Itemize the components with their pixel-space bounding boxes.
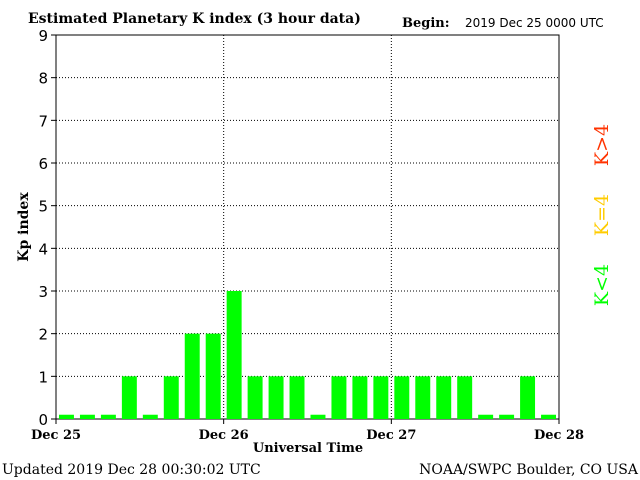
- kp-bar: [394, 376, 410, 419]
- x-tick-label: Dec 28: [534, 428, 584, 443]
- grid-lines: [56, 35, 559, 419]
- x-ticks: Dec 25 Dec 26 Dec 27 Dec 28: [31, 419, 584, 443]
- y-axis-label: Kp index: [16, 192, 32, 262]
- x-tick-label: Dec 26: [199, 428, 249, 443]
- y-tick-label: 2: [38, 326, 48, 344]
- y-ticks: 0 1 2 3 4 5 6 7 8 9: [38, 27, 56, 429]
- legend-label: K>4: [591, 124, 613, 166]
- kp-bar: [478, 414, 494, 419]
- bars: [59, 291, 556, 419]
- kp-bar: [310, 414, 326, 419]
- kp-bar: [184, 333, 200, 419]
- kp-bar: [520, 376, 536, 419]
- y-tick-label: 4: [38, 240, 48, 258]
- legend: K<4 K=4 K>4: [591, 124, 613, 306]
- y-tick-label: 1: [38, 368, 48, 386]
- kp-bar: [163, 376, 179, 419]
- kp-bar: [226, 291, 242, 419]
- y-tick-label: 8: [38, 70, 48, 88]
- kp-bar: [436, 376, 452, 419]
- kp-bar: [79, 414, 95, 419]
- y-tick-label: 5: [38, 198, 48, 216]
- source-text: NOAA/SWPC Boulder, CO USA: [419, 462, 639, 478]
- kp-bar: [373, 376, 389, 419]
- x-axis-label: Universal Time: [253, 441, 363, 456]
- kp-bar: [268, 376, 284, 419]
- begin-label: Begin:: [402, 16, 450, 31]
- kp-bar: [100, 414, 116, 419]
- kp-bar: [121, 376, 137, 419]
- kp-bar: [205, 333, 221, 419]
- updated-text: Updated 2019 Dec 28 00:30:02 UTC: [2, 462, 261, 478]
- kp-bar: [541, 414, 556, 419]
- y-tick-label: 9: [38, 27, 48, 45]
- kp-bar: [499, 414, 515, 419]
- kp-bar: [289, 376, 305, 419]
- y-tick-label: 0: [38, 411, 48, 429]
- y-tick-label: 3: [38, 283, 48, 301]
- legend-label: K=4: [591, 194, 613, 236]
- kp-bar: [352, 376, 368, 419]
- y-tick-label: 7: [38, 112, 48, 130]
- x-tick-label: Dec 25: [31, 428, 81, 443]
- kp-bar: [457, 376, 473, 419]
- plot-frame: [55, 34, 560, 420]
- begin-value: 2019 Dec 25 0000 UTC: [465, 16, 604, 30]
- kp-bar: [59, 414, 74, 419]
- kp-bar: [247, 376, 263, 419]
- legend-label: K<4: [591, 264, 613, 306]
- chart-title: Estimated Planetary K index (3 hour data…: [28, 11, 361, 27]
- kp-bar: [142, 414, 158, 419]
- kp-bar: [331, 376, 347, 419]
- kp-bar: [415, 376, 431, 419]
- x-tick-label: Dec 27: [366, 428, 416, 443]
- y-tick-label: 6: [38, 155, 48, 173]
